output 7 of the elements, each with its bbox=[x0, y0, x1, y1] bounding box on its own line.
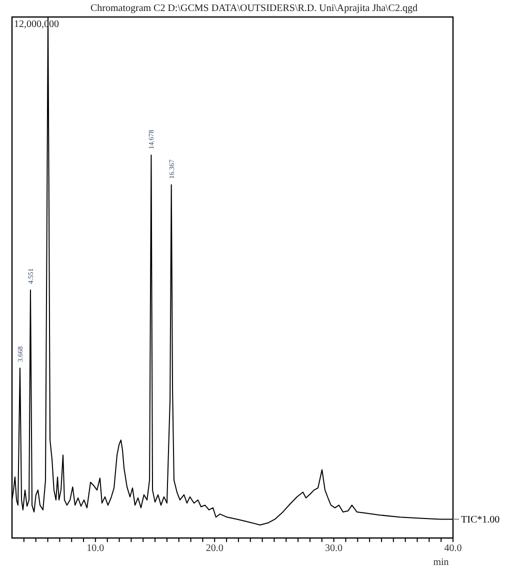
chart-title: Chromatogram C2 D:\GCMS DATA\OUTSIDERS\R.D. Uni\Aprajita Jha\C2.qgd bbox=[90, 3, 418, 14]
x-axis-title: min bbox=[433, 557, 449, 568]
x-tick-label: 30.0 bbox=[325, 543, 343, 554]
x-tick-label: 20.0 bbox=[206, 543, 224, 554]
series-label: TIC*1.00 bbox=[461, 514, 500, 526]
x-tick-label: 40.0 bbox=[444, 543, 462, 554]
x-tick-label: 10.0 bbox=[86, 543, 104, 554]
